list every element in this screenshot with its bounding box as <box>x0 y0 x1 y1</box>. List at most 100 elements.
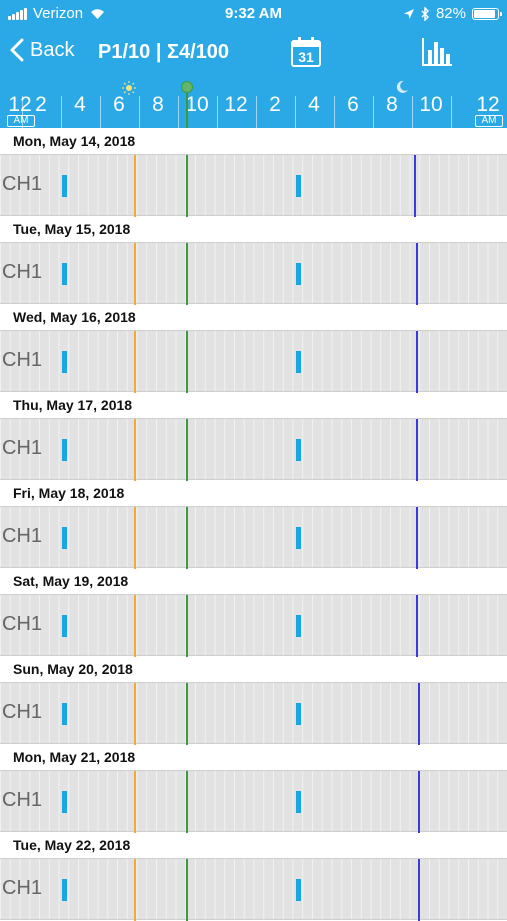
day-row[interactable]: CH1 <box>0 330 507 393</box>
day-header: Mon, May 14, 2018 <box>0 128 507 154</box>
nav-bar: Back P1/10 | Σ4/100 31 <box>0 28 507 80</box>
current-time-line <box>186 331 189 393</box>
wifi-icon <box>91 9 105 19</box>
status-right: 82% <box>403 5 502 22</box>
schedule-event[interactable] <box>61 439 67 461</box>
schedule-event[interactable] <box>295 263 301 285</box>
signal-icon <box>8 7 27 20</box>
status-bar: Verizon 9:32 AM 82% <box>0 0 507 28</box>
back-label: Back <box>30 38 75 61</box>
current-time-line <box>186 419 189 481</box>
channel-label: CH1 <box>2 349 43 371</box>
schedule-list[interactable]: Mon, May 14, 2018 CH1 Tue, May 15, 2018 CH1… <box>0 128 507 921</box>
axis-hour-label: 4 <box>308 93 320 116</box>
channel-label: CH1 <box>2 877 43 899</box>
carrier-label: Verizon <box>33 5 84 22</box>
sunrise-line <box>133 595 136 657</box>
sunset-line <box>416 419 419 481</box>
day-header: Sun, May 20, 2018 <box>0 656 507 682</box>
schedule-event[interactable] <box>61 791 67 813</box>
day-row[interactable]: CH1 <box>0 770 507 833</box>
day-row[interactable]: CH1 <box>0 858 507 921</box>
sunset-line <box>418 771 421 833</box>
channel-label: CH1 <box>2 525 43 547</box>
battery-icon <box>472 7 502 20</box>
axis-hour-label: 12 <box>8 93 32 116</box>
day-header: Sat, May 19, 2018 <box>0 568 507 594</box>
status-left: Verizon <box>8 5 106 22</box>
day-row[interactable]: CH1 <box>0 418 507 481</box>
schedule-event[interactable] <box>61 263 67 285</box>
schedule-event[interactable] <box>295 527 301 549</box>
axis-tick-line <box>294 96 296 128</box>
sunrise-line <box>133 507 136 569</box>
sunset-line <box>416 243 419 305</box>
current-time-line <box>186 155 189 217</box>
calendar-button[interactable]: 31 <box>290 36 322 68</box>
schedule-event[interactable] <box>61 175 67 197</box>
sunrise-line <box>133 243 136 305</box>
schedule-event[interactable] <box>295 703 301 725</box>
axis-hour-label: 12 <box>476 93 500 116</box>
current-time-line <box>186 92 189 128</box>
bluetooth-icon <box>421 6 430 21</box>
axis-hour-label: 4 <box>74 93 86 116</box>
day-header: Tue, May 15, 2018 <box>0 216 507 242</box>
axis-tick-line <box>216 96 218 128</box>
status-time: 9:32 AM <box>225 5 282 22</box>
day-header: Wed, May 16, 2018 <box>0 304 507 330</box>
axis-tick-line <box>411 96 413 128</box>
page-title: P1/10 | Σ4/100 <box>98 41 230 63</box>
day-row[interactable]: CH1 <box>0 154 507 217</box>
sunrise-line <box>133 419 136 481</box>
axis-start-ampm: AM <box>7 115 35 127</box>
stats-button[interactable] <box>420 36 454 68</box>
current-time-line <box>186 243 189 305</box>
axis-hour-label: 6 <box>347 93 359 116</box>
axis-tick-line <box>255 96 257 128</box>
axis-hour-label: 10 <box>419 93 443 116</box>
sunrise-line <box>133 859 136 921</box>
schedule-event[interactable] <box>295 351 301 373</box>
sunset-line <box>418 859 421 921</box>
axis-hour-label: 8 <box>152 93 164 116</box>
axis-tick-line <box>450 96 452 128</box>
moon-icon <box>396 80 408 93</box>
current-time-line <box>186 683 189 745</box>
sunset-line <box>416 595 419 657</box>
sunrise-line <box>133 331 136 393</box>
channel-label: CH1 <box>2 789 43 811</box>
current-time-line <box>186 595 189 657</box>
day-row[interactable]: CH1 <box>0 682 507 745</box>
schedule-event[interactable] <box>295 439 301 461</box>
current-time-line <box>186 771 189 833</box>
calendar-icon: 31 <box>291 37 321 67</box>
sunset-line <box>414 155 417 217</box>
timeline-axis[interactable]: 12 2 4 6 8 10 12 2 4 6 8 10 12 AM AM <box>0 80 507 129</box>
axis-end-ampm: AM <box>475 115 503 127</box>
schedule-event[interactable] <box>61 527 67 549</box>
schedule-event[interactable] <box>61 615 67 637</box>
schedule-event[interactable] <box>295 791 301 813</box>
channel-label: CH1 <box>2 437 43 459</box>
axis-tick-line <box>138 96 140 128</box>
axis-tick-line <box>99 96 101 128</box>
back-button[interactable]: Back <box>10 38 74 62</box>
channel-label: CH1 <box>2 173 43 195</box>
day-row[interactable]: CH1 <box>0 506 507 569</box>
schedule-event[interactable] <box>61 703 67 725</box>
day-row[interactable]: CH1 <box>0 594 507 657</box>
schedule-event[interactable] <box>61 879 67 901</box>
schedule-event[interactable] <box>295 175 301 197</box>
day-row[interactable]: CH1 <box>0 242 507 305</box>
sunrise-line <box>133 155 136 217</box>
calendar-day-text: 31 <box>298 49 314 65</box>
sunset-line <box>418 683 421 745</box>
schedule-event[interactable] <box>295 615 301 637</box>
axis-hour-label: 2 <box>269 93 281 116</box>
schedule-event[interactable] <box>295 879 301 901</box>
app-header: Verizon 9:32 AM 82% Back P1/10 | Σ4/100 <box>0 0 507 80</box>
current-time-line <box>186 859 189 921</box>
sunrise-line <box>133 683 136 745</box>
schedule-event[interactable] <box>61 351 67 373</box>
